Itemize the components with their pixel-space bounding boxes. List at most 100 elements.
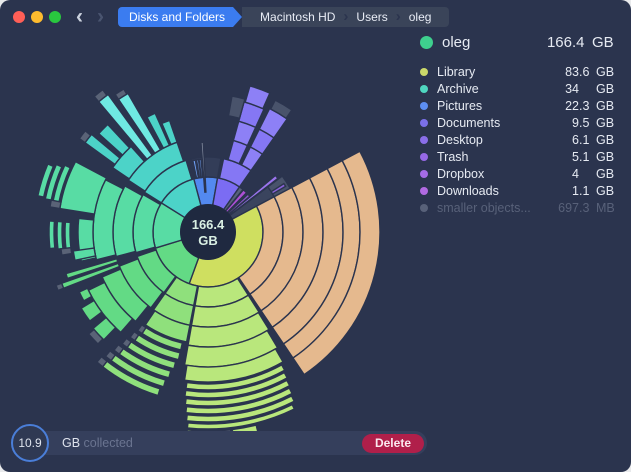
sunburst-segment[interactable]	[87, 328, 104, 345]
legend-row[interactable]: Pictures 22.3 GB	[420, 97, 618, 114]
sunburst-segment[interactable]	[244, 85, 271, 110]
legend-row[interactable]: Dropbox 4 GB	[420, 165, 618, 182]
sunburst-segment[interactable]	[227, 95, 246, 120]
sunburst-segment[interactable]	[64, 221, 72, 251]
minimize-button[interactable]	[31, 11, 43, 23]
legend-color-dot	[420, 35, 433, 49]
sunburst-segment[interactable]	[270, 182, 287, 195]
legend-row[interactable]: smaller objects... 697.3 MB	[420, 199, 618, 216]
sunburst-segment[interactable]	[44, 163, 63, 201]
legend-size-int: 697	[558, 200, 579, 215]
sunburst-segment[interactable]	[78, 129, 92, 144]
legend-size-unit: GB	[592, 33, 614, 51]
legend-size-frac: .1	[579, 132, 590, 147]
sunburst-segment[interactable]	[292, 150, 381, 376]
sunburst-segment[interactable]	[184, 379, 291, 407]
legend-row[interactable]: Documents 9.5 GB	[420, 114, 618, 131]
delete-button[interactable]: Delete	[361, 433, 424, 453]
legend-row[interactable]: Library 83.6 GB	[420, 63, 618, 80]
legend-row[interactable]: Trash 5.1 GB	[420, 148, 618, 165]
sunburst-segment[interactable]	[113, 343, 125, 356]
legend-size-frac: .3	[579, 200, 590, 215]
legend-size-unit: GB	[596, 98, 615, 113]
sunburst-segment[interactable]	[144, 309, 191, 343]
collected-word-label: collected	[83, 436, 133, 450]
legend-label: Desktop	[437, 132, 483, 147]
sunburst-segment[interactable]	[198, 158, 204, 179]
legend-size-int: 5	[572, 149, 579, 164]
collected-text: GB collected	[62, 436, 362, 450]
sunburst-segment[interactable]	[56, 220, 64, 250]
legend-size-frac: .6	[579, 64, 590, 79]
legend-row[interactable]: Archive 34 GB	[420, 80, 618, 97]
breadcrumb-item-users[interactable]: Users	[356, 10, 388, 24]
legend-size-int: 4	[572, 166, 579, 181]
breadcrumb-item-macintosh-hd[interactable]: Macintosh HD	[260, 10, 336, 24]
sunburst-segment[interactable]	[185, 395, 296, 423]
sunburst-segment[interactable]	[80, 299, 103, 323]
sunburst-segment[interactable]	[104, 349, 117, 362]
sunburst-segment[interactable]	[48, 220, 56, 250]
legend-panel: oleg 166.4 GB Library 83.6 GB Archive 34 GB Pictu…	[420, 30, 618, 216]
sunburst-segment[interactable]	[200, 141, 207, 193]
legend-label: oleg	[442, 33, 471, 51]
legend-label: Archive	[437, 81, 479, 96]
sunburst-segment[interactable]	[97, 123, 131, 157]
sunburst-center[interactable]	[180, 204, 236, 260]
zoom-button[interactable]	[49, 11, 61, 23]
breadcrumb-item-disks-and-folders[interactable]: Disks and Folders	[118, 7, 243, 27]
sunburst-center-label: 166.4	[192, 217, 225, 232]
legend-row[interactable]: Downloads 1.1 GB	[420, 182, 618, 199]
legend-color-dot	[420, 152, 428, 161]
legend-size-int: 83	[565, 64, 579, 79]
legend-color-dot	[420, 118, 428, 127]
sunburst-segment[interactable]	[72, 247, 97, 262]
sunburst-segment[interactable]	[185, 363, 286, 391]
legend-size-frac: .3	[579, 98, 590, 113]
sunburst-segment[interactable]	[93, 88, 108, 103]
breadcrumb: Disks and Folders Macintosh HD › Users › ole…	[118, 7, 450, 27]
sunburst-segment[interactable]	[59, 160, 108, 215]
legend-color-dot	[420, 169, 428, 178]
legend-size-frac: .1	[579, 149, 590, 164]
sunburst-segment[interactable]	[129, 330, 140, 342]
sunburst-segment[interactable]	[183, 347, 284, 383]
sunburst-segment[interactable]	[36, 163, 55, 198]
close-button[interactable]	[13, 11, 25, 23]
sunburst-segment[interactable]	[114, 88, 128, 101]
sunburst-segment[interactable]	[269, 99, 293, 120]
legend-size-frac: .4	[572, 33, 585, 51]
sunburst-segment[interactable]	[185, 387, 293, 415]
sunburst-segment[interactable]	[191, 159, 200, 180]
breadcrumb-separator: ›	[343, 8, 349, 25]
legend-row[interactable]: Desktop 6.1 GB	[420, 131, 618, 148]
legend-header-row[interactable]: oleg 166.4 GB	[420, 30, 618, 54]
sunburst-segment[interactable]	[60, 246, 73, 256]
collector-circle[interactable]: 10.9	[11, 424, 49, 462]
sunburst-segment[interactable]	[146, 112, 171, 150]
forward-button[interactable]: ›	[97, 5, 104, 28]
sunburst-segment[interactable]	[186, 403, 296, 430]
sunburst-segment[interactable]	[65, 257, 119, 280]
sunburst-segment[interactable]	[136, 323, 147, 335]
legend-size-unit: GB	[596, 115, 615, 130]
legend-label: smaller objects...	[437, 200, 531, 215]
legend-label: Downloads	[437, 183, 499, 198]
sunburst-segment[interactable]	[184, 371, 289, 399]
sunburst-segment[interactable]	[95, 355, 109, 368]
sunburst-segment[interactable]	[78, 287, 93, 302]
sunburst-segment[interactable]	[49, 199, 62, 210]
legend-size-unit: GB	[596, 183, 615, 198]
sunburst-segment[interactable]	[160, 119, 178, 146]
sunburst-segment[interactable]	[52, 164, 72, 204]
collector-value: 10.9	[18, 436, 42, 450]
back-button[interactable]: ‹	[76, 5, 83, 28]
sunburst-segment[interactable]	[55, 282, 65, 292]
legend-size-int: 22	[565, 98, 579, 113]
collected-unit-label: GB	[62, 436, 81, 450]
sunburst-segment[interactable]	[121, 337, 133, 349]
breadcrumb-item-oleg[interactable]: oleg	[408, 10, 432, 24]
legend-size-int: 1	[572, 183, 579, 198]
